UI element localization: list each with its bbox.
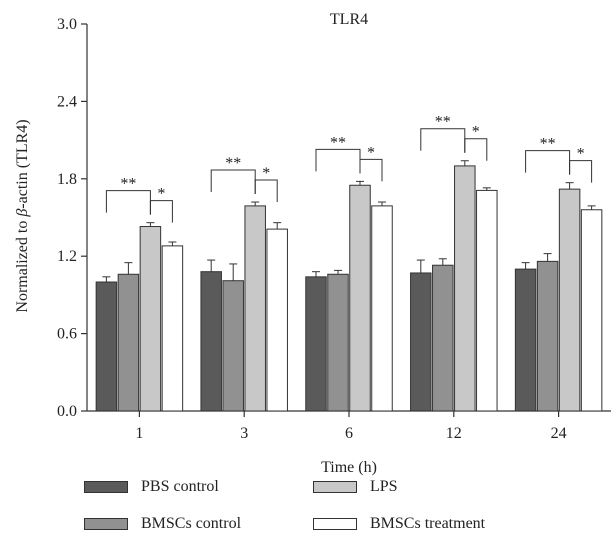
bar — [244, 205, 266, 412]
y-tick-label: 0.6 — [57, 326, 77, 343]
significance-brackets: *************** — [105, 114, 593, 223]
bar — [476, 189, 498, 412]
bar — [222, 280, 244, 412]
bar — [161, 245, 184, 412]
bar — [454, 165, 476, 412]
bar — [95, 281, 118, 412]
bar — [580, 209, 603, 412]
significance-label: ** — [435, 114, 451, 131]
significance-label: ** — [120, 176, 136, 193]
bar — [349, 184, 371, 412]
significance-label: * — [577, 146, 585, 163]
significance-label: ** — [540, 136, 556, 153]
bar — [327, 273, 349, 412]
significance-label: * — [262, 165, 270, 182]
bar — [200, 271, 222, 412]
bar — [139, 226, 162, 412]
significance-bracket — [254, 179, 278, 203]
bar — [432, 264, 454, 412]
y-axis-label-suffix: -actin (TLR4) — [14, 119, 31, 208]
y-axis-label-greek: β — [14, 209, 31, 218]
significance-bracket — [315, 148, 361, 174]
bars-group — [95, 160, 603, 412]
significance-bracket — [525, 150, 571, 175]
significance-bracket — [420, 128, 466, 153]
y-tick-label: 0.0 — [57, 403, 77, 420]
y-tick-label: 3.0 — [57, 16, 77, 33]
x-axis-label: Time (h) — [321, 459, 377, 476]
significance-label: ** — [330, 134, 346, 151]
significance-bracket — [569, 160, 593, 183]
bar — [117, 273, 140, 412]
significance-label: * — [367, 144, 375, 161]
significance-bracket — [105, 190, 151, 215]
bar — [536, 260, 559, 412]
bar — [558, 188, 581, 412]
y-axis-label-prefix: Normalized to — [14, 217, 31, 313]
significance-label: ** — [225, 155, 241, 172]
bar — [410, 272, 432, 412]
x-tick-label: 1 — [135, 425, 143, 442]
chart-title: TLR4 — [330, 11, 368, 28]
x-tick-label: 24 — [551, 425, 567, 442]
x-tick-label: 3 — [240, 425, 248, 442]
y-tick-label: 1.2 — [57, 248, 77, 265]
bar — [305, 276, 327, 412]
bar — [514, 268, 537, 412]
significance-bracket — [149, 200, 173, 223]
x-tick-label: 12 — [446, 425, 462, 442]
significance-label: * — [472, 124, 480, 141]
y-axis-label: Normalized to β-actin (TLR4) — [14, 119, 31, 312]
significance-bracket — [210, 169, 256, 195]
significance-bracket — [464, 138, 488, 161]
x-tick-label: 6 — [345, 425, 353, 442]
y-tick-label: 2.4 — [57, 93, 77, 110]
significance-label: * — [157, 186, 165, 203]
bar — [266, 228, 288, 412]
significance-bracket — [359, 158, 383, 182]
y-tick-label: 1.8 — [57, 171, 77, 188]
bar — [371, 205, 393, 412]
